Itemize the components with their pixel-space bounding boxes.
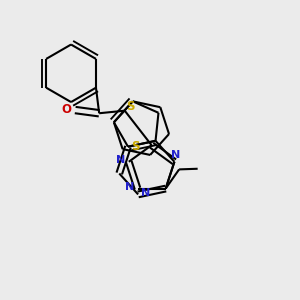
Text: S: S xyxy=(126,100,134,113)
Text: S: S xyxy=(131,140,139,152)
Text: O: O xyxy=(61,103,71,116)
Text: N: N xyxy=(125,182,134,192)
Text: N: N xyxy=(140,188,150,198)
Text: N: N xyxy=(116,155,125,165)
Text: N: N xyxy=(171,150,180,161)
